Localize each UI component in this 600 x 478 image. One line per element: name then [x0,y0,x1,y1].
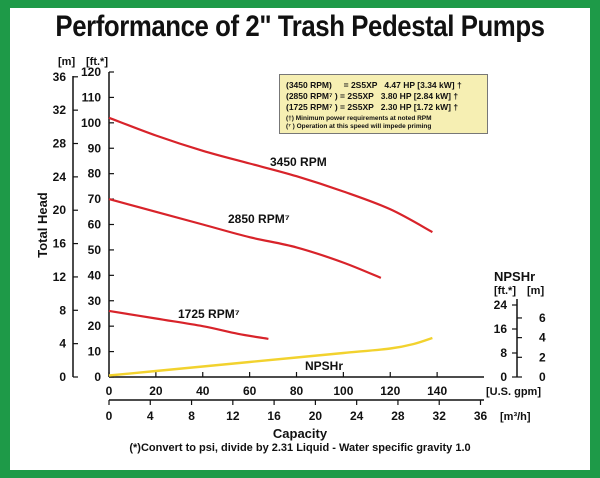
y-tick-ft-label: 20 [88,319,102,333]
y-tick-ft-label: 100 [81,116,101,130]
y-tick-m-label: 20 [53,203,67,217]
y-tick-ft-label: 10 [88,345,102,359]
y-tick-ft-label: 70 [88,192,102,206]
npshr-tick-m-label: 6 [539,311,546,325]
y-tick-ft-label: 120 [81,65,101,79]
npshr-unit-m: [m] [527,285,544,297]
x-unit-gpm: [U.S. gpm] [486,386,541,398]
legend-line: (2850 RPM⁷ ) = 2S5XP 3.80 HP [2.84 kW] † [286,91,459,101]
y-tick-ft-label: 40 [88,268,102,282]
y-tick-ft-label: 30 [88,294,102,308]
legend-line: (3450 RPM) = 2S5XP 4.47 HP [3.34 kW] † [286,80,462,90]
npshr-tick-ft-label: 24 [494,298,508,312]
x-tick-m3h-label: 32 [433,409,447,423]
head-curve [108,116,433,234]
chart-title: Performance of 2" Trash Pedestal Pumps [55,10,545,43]
y-tick-m-label: 4 [59,337,66,351]
x-tick-m3h-label: 12 [226,409,240,423]
x-tick-m3h-label: 16 [267,409,281,423]
y-unit-ft: [ft.*] [86,56,108,68]
x-tick-gpm-label: 140 [427,384,447,398]
y-axis-title: Total Head [35,192,50,258]
y-tick-m-label: 28 [53,137,67,151]
x-tick-gpm-label: 40 [196,384,210,398]
footnote: (*)Convert to psi, divide by 2.31 Liquid… [129,442,471,454]
npshr-tick-ft-label: 0 [500,370,507,384]
y-unit-m: [m] [58,56,75,68]
legend-note: (⁷ ) Operation at this speed will impede… [286,123,432,130]
x-tick-m3h-label: 0 [106,409,113,423]
y-tick-ft-label: 110 [82,90,102,104]
y-tick-m-label: 32 [53,103,67,117]
head-curve [108,198,382,279]
y-tick-ft-label: 60 [88,218,102,232]
npshr-axis-title: NPSHr [494,269,535,284]
y-tick-m-label: 24 [53,170,67,184]
x-tick-m3h-label: 28 [391,409,405,423]
y-tick-ft-label: 50 [88,243,102,257]
legend-box: (3450 RPM) = 2S5XP 4.47 HP [3.34 kW] † (… [279,74,488,134]
y-tick-m-label: 0 [59,370,66,384]
curve-label: 2850 RPM⁷ [228,212,290,226]
npshr-tick-m-label: 0 [539,370,546,384]
npshr-unit-ft: [ft.*] [494,285,516,297]
x-axis-title: Capacity [273,426,328,441]
legend-line: (1725 RPM⁷ ) = 2S5XP 2.30 HP [1.72 kW] † [286,102,459,112]
x-tick-gpm-label: 60 [243,384,257,398]
head-curve [108,309,269,340]
x-unit-m3h: [m³/h] [500,411,531,423]
npshr-tick-ft-label: 16 [494,322,508,336]
npshr-curve [108,336,433,377]
y-tick-ft-label: 90 [88,141,102,155]
x-tick-gpm-label: 80 [290,384,304,398]
x-tick-gpm-label: 20 [149,384,163,398]
y-tick-m-label: 12 [53,270,67,284]
y-tick-m-label: 16 [53,237,67,251]
y-tick-m-label: 36 [53,70,67,84]
x-tick-gpm-label: 120 [380,384,400,398]
x-tick-m3h-label: 8 [188,409,195,423]
x-tick-m3h-label: 20 [309,409,323,423]
x-tick-gpm-label: 0 [106,384,113,398]
y-tick-m-label: 8 [59,303,66,317]
npshr-curve-label: NPSHr [305,359,343,373]
npshr-tick-ft-label: 8 [500,346,507,360]
curve-label: 1725 RPM⁷ [178,307,240,321]
x-tick-m3h-label: 36 [474,409,488,423]
x-tick-m3h-label: 4 [147,409,154,423]
y-tick-ft-label: 80 [88,167,102,181]
x-tick-m3h-label: 24 [350,409,364,423]
y-tick-ft-label: 0 [94,370,101,384]
npshr-tick-m-label: 2 [539,350,546,364]
legend-note: (†) Minimum power requirements at noted … [286,115,432,122]
x-tick-gpm-label: 100 [333,384,353,398]
npshr-tick-m-label: 4 [539,331,546,345]
curve-label: 3450 RPM [270,155,327,169]
